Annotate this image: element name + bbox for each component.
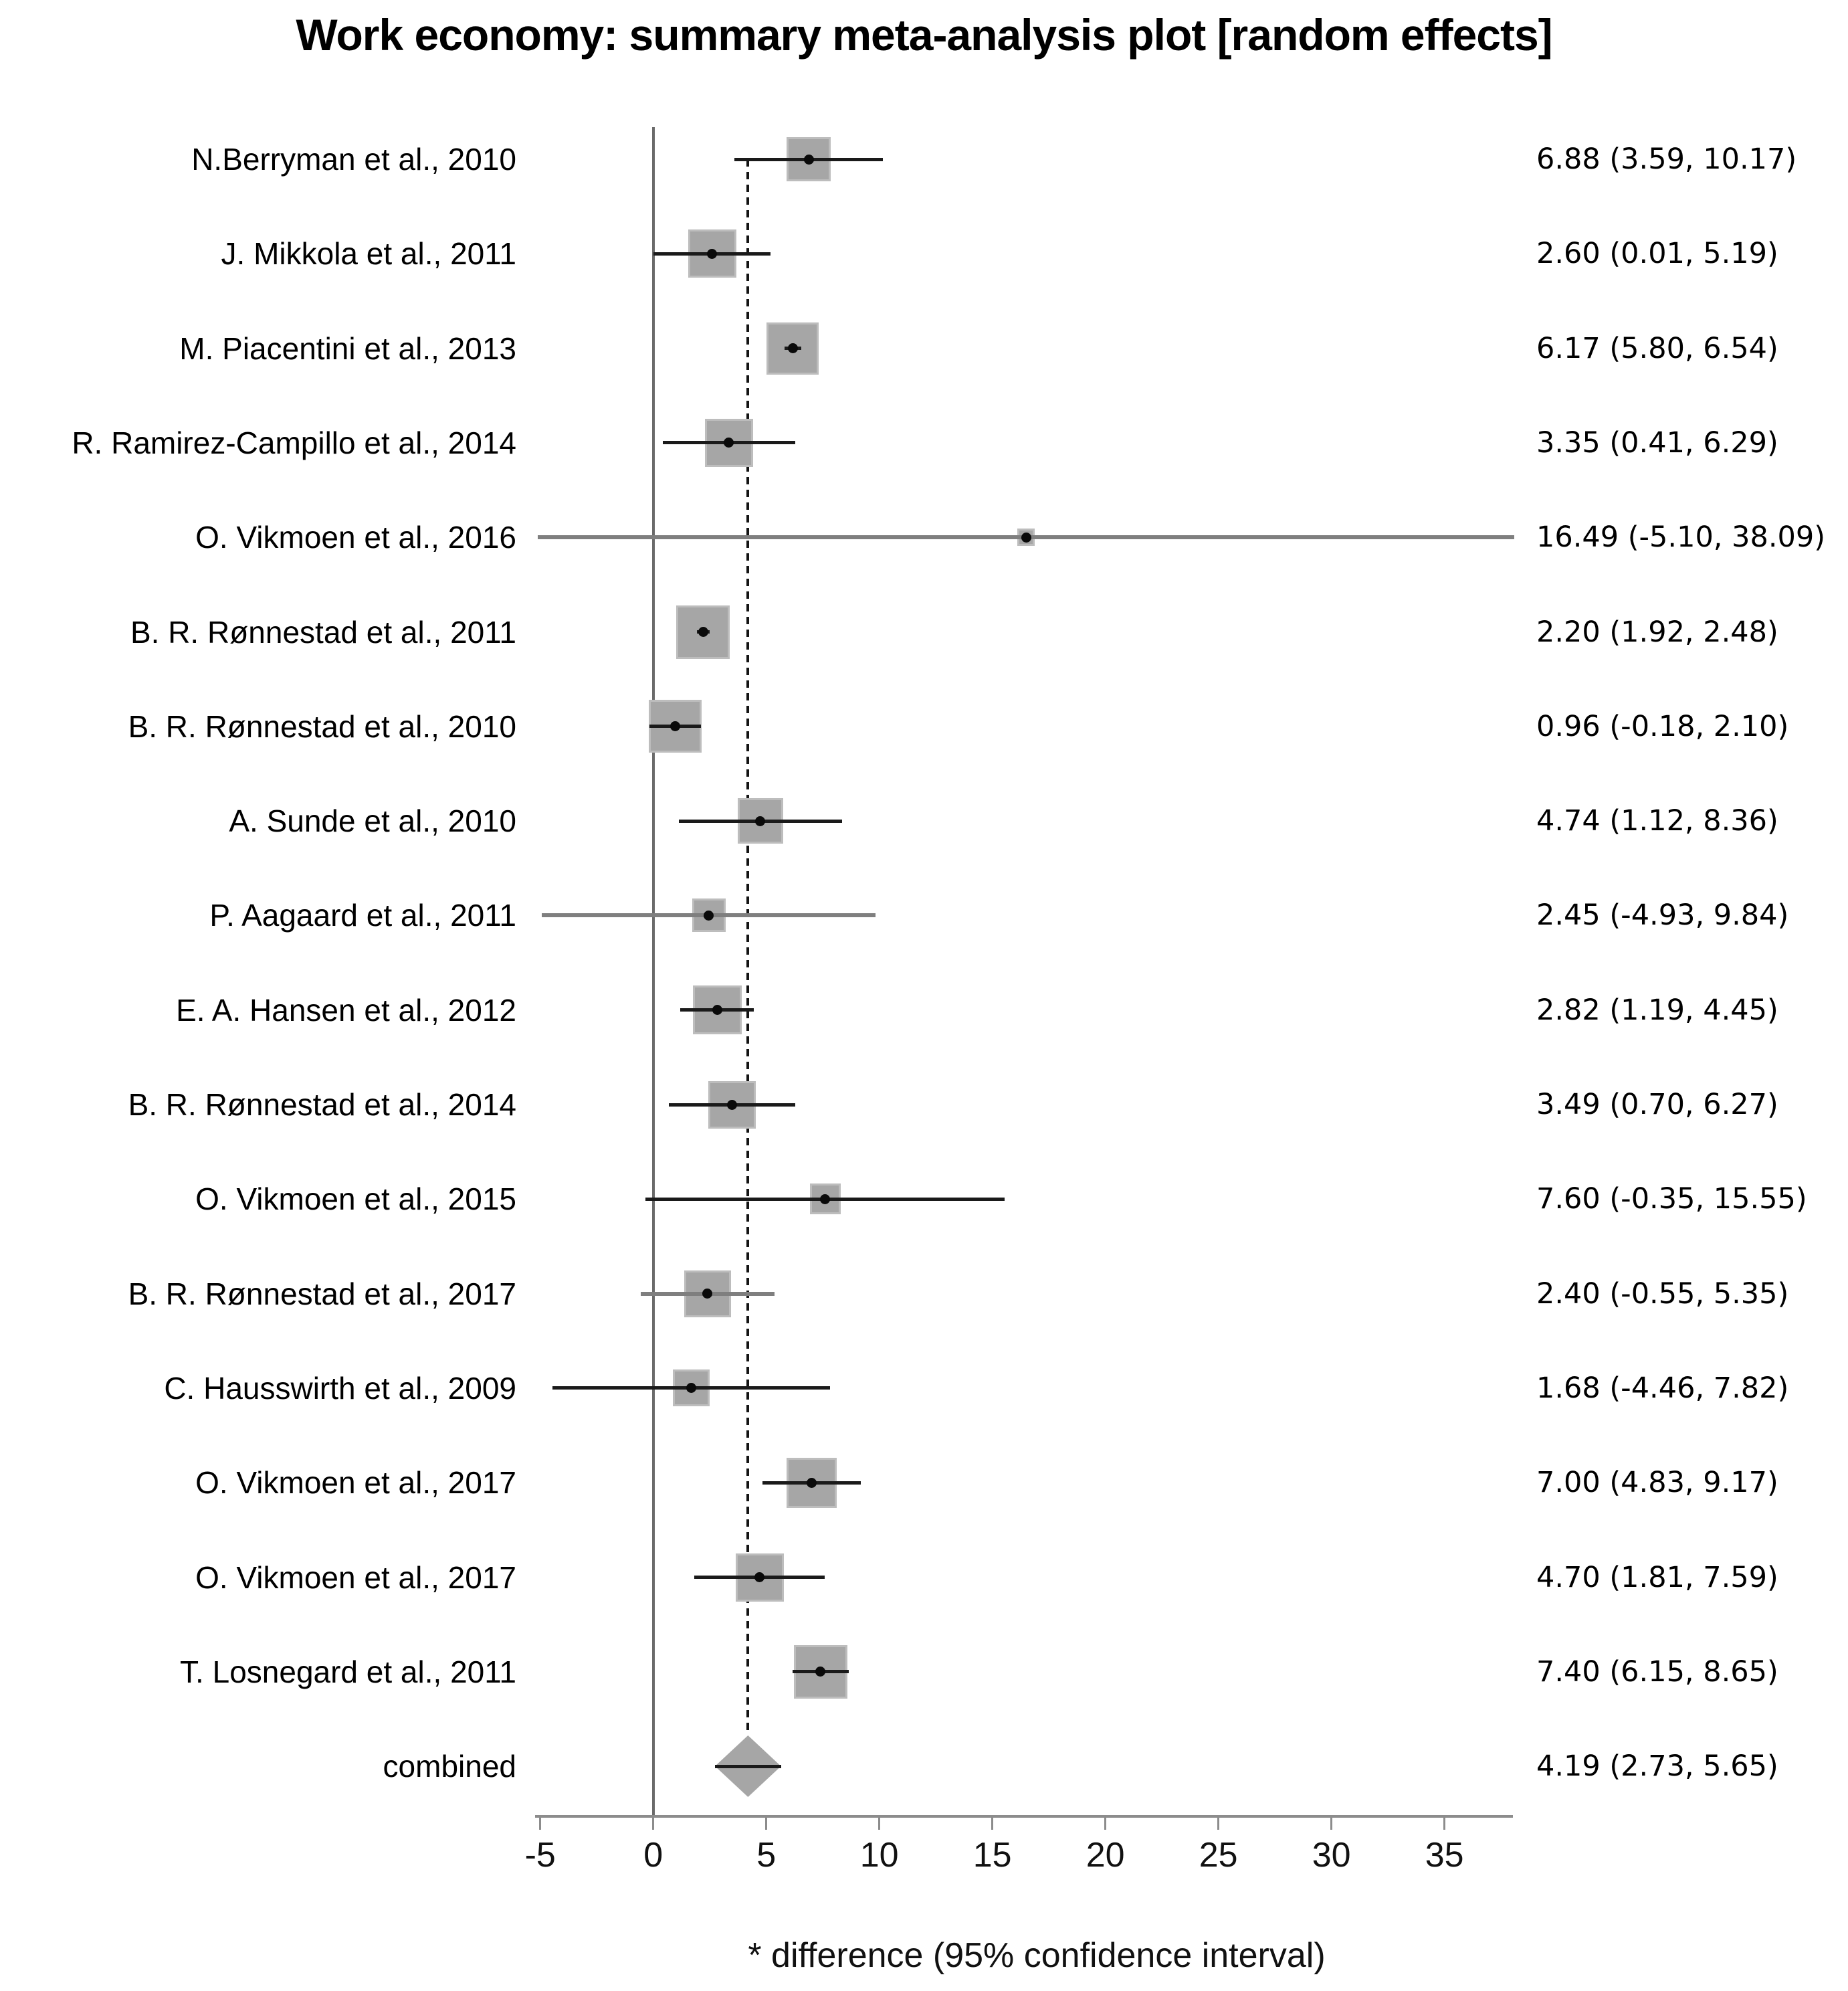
study-value: 7.60 (-0.35, 15.55) <box>1536 1182 1807 1216</box>
combined-label: combined <box>383 1749 516 1784</box>
x-axis-tick-label: 0 <box>643 1836 663 1875</box>
study-value: 3.35 (0.41, 6.29) <box>1536 425 1778 460</box>
point-estimate-dot <box>754 1572 765 1582</box>
combined-center-line <box>714 1764 781 1768</box>
chart-title: Work economy: summary meta-analysis plot… <box>296 10 1552 60</box>
x-axis-tick-label: -5 <box>524 1836 556 1875</box>
study-label: M. Piacentini et al., 2013 <box>179 330 516 366</box>
study-value: 16.49 (-5.10, 38.09) <box>1536 520 1826 555</box>
study-label: J. Mikkola et al., 2011 <box>221 236 516 272</box>
study-value: 2.45 (-4.93, 9.84) <box>1536 898 1789 933</box>
study-value: 6.88 (3.59, 10.17) <box>1536 143 1797 176</box>
study-value: 4.74 (1.12, 8.36) <box>1536 804 1778 838</box>
study-label: O. Vikmoen et al., 2015 <box>195 1181 516 1217</box>
point-estimate-dot <box>724 438 734 448</box>
study-label: B. R. Rønnestad et al., 2011 <box>130 614 516 650</box>
x-axis-tick-label: 10 <box>859 1836 899 1875</box>
study-label: B. R. Rønnestad et al., 2017 <box>128 1276 516 1311</box>
study-label: N.Berryman et al., 2010 <box>191 142 516 177</box>
point-estimate-dot <box>806 1477 817 1488</box>
point-estimate-dot <box>755 816 766 826</box>
point-estimate-dot <box>712 1005 722 1016</box>
study-label: B. R. Rønnestad et al., 2014 <box>128 1087 516 1122</box>
x-axis-tick-label: 5 <box>756 1836 777 1875</box>
study-label: P. Aagaard et al., 2011 <box>209 898 516 933</box>
point-estimate-dot <box>702 1289 713 1299</box>
x-axis-tick-label: 35 <box>1425 1836 1464 1875</box>
x-axis-tick-label: 30 <box>1312 1836 1351 1875</box>
study-value: 7.00 (4.83, 9.17) <box>1536 1466 1778 1500</box>
study-label: R. Ramirez-Campillo et al., 2014 <box>72 425 516 460</box>
study-value: 1.68 (-4.46, 7.82) <box>1536 1371 1789 1405</box>
pooled-estimate-dashed-line <box>746 159 750 1736</box>
x-axis-tick-label: 20 <box>1086 1836 1125 1875</box>
study-value: 2.60 (0.01, 5.19) <box>1536 237 1778 271</box>
combined-value: 4.19 (2.73, 5.65) <box>1536 1749 1778 1784</box>
study-label: O. Vikmoen et al., 2017 <box>195 1465 516 1501</box>
point-estimate-dot <box>704 910 714 921</box>
study-label: O. Vikmoen et al., 2017 <box>195 1559 516 1595</box>
point-estimate-dot <box>727 1099 738 1110</box>
study-label: O. Vikmoen et al., 2016 <box>195 520 516 555</box>
x-axis-tick <box>878 1818 881 1830</box>
study-value: 3.49 (0.70, 6.27) <box>1536 1088 1778 1121</box>
point-estimate-dot <box>707 248 718 259</box>
study-value: 7.40 (6.15, 8.65) <box>1536 1654 1778 1689</box>
study-value: 4.70 (1.81, 7.59) <box>1536 1560 1778 1594</box>
x-axis-tick <box>765 1818 768 1830</box>
x-axis-tick <box>1104 1818 1107 1830</box>
x-axis-line <box>535 1815 1513 1818</box>
study-value: 6.17 (5.80, 6.54) <box>1536 331 1778 365</box>
point-estimate-dot <box>803 154 814 165</box>
study-label: A. Sunde et al., 2010 <box>229 803 516 839</box>
x-axis-tick <box>652 1818 655 1830</box>
point-estimate-dot <box>686 1383 696 1394</box>
study-label: T. Losnegard et al., 2011 <box>180 1654 516 1689</box>
point-estimate-dot <box>698 627 708 637</box>
x-axis-label: * difference (95% confidence interval) <box>748 1936 1326 1975</box>
point-estimate-dot <box>820 1194 831 1204</box>
study-label: C. Hausswirth et al., 2009 <box>164 1370 516 1406</box>
point-estimate-dot <box>815 1667 826 1677</box>
zero-reference-line <box>651 127 655 1815</box>
point-estimate-dot <box>787 343 798 354</box>
x-axis-tick <box>1443 1818 1446 1830</box>
x-axis-tick <box>1330 1818 1333 1830</box>
study-label: B. R. Rønnestad et al., 2010 <box>128 708 516 744</box>
weight-square <box>766 322 819 375</box>
point-estimate-dot <box>670 721 680 732</box>
x-axis-tick <box>539 1818 542 1830</box>
x-axis-tick <box>991 1818 994 1830</box>
study-value: 2.20 (1.92, 2.48) <box>1536 615 1778 649</box>
study-value: 2.82 (1.19, 4.45) <box>1536 993 1778 1027</box>
x-axis-tick-label: 25 <box>1199 1836 1238 1875</box>
study-label: E. A. Hansen et al., 2012 <box>176 992 516 1028</box>
x-axis-tick-label: 15 <box>972 1836 1012 1875</box>
study-value: 2.40 (-0.55, 5.35) <box>1536 1276 1789 1311</box>
study-value: 0.96 (-0.18, 2.10) <box>1536 709 1789 743</box>
x-axis-tick <box>1217 1818 1220 1830</box>
point-estimate-dot <box>1021 532 1031 543</box>
